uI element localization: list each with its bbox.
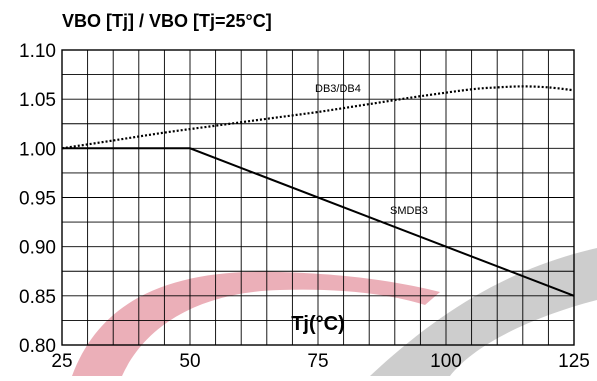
- x-tick-label: 25: [51, 351, 72, 372]
- series-line-smdb3: [62, 147, 575, 297]
- series-label-db3-db4: DB3/DB4: [315, 83, 361, 95]
- x-axis-label: Tj(°C): [291, 313, 345, 335]
- x-tick-label: 100: [430, 351, 462, 372]
- series: [61, 85, 575, 297]
- y-tick-label: 1.00: [19, 139, 56, 160]
- y-tick-label: 0.80: [19, 336, 56, 357]
- y-tick-label: 0.90: [19, 238, 56, 259]
- plot-frame: [61, 49, 575, 346]
- y-tick-label: 1.05: [19, 90, 56, 111]
- tick-labels: 0.80 0.85 0.90 0.95 1.00 1.05 1.10 25 50 75 100 125: [19, 41, 590, 372]
- y-tick-label: 0.85: [19, 287, 56, 308]
- series-label-smdb3: SMDB3: [390, 205, 428, 217]
- grid: [61, 49, 575, 346]
- series-line-db3-db4: [61, 85, 575, 150]
- y-tick-label: 1.10: [19, 41, 56, 62]
- y-tick-label: 0.95: [19, 189, 56, 210]
- x-tick-label: 50: [179, 351, 200, 372]
- watermark-logo: [72, 248, 597, 376]
- x-tick-label: 125: [558, 351, 590, 372]
- chart-title: VBO [Tj] / VBO [Tj=25°C]: [62, 11, 272, 31]
- x-tick-label: 75: [307, 351, 328, 372]
